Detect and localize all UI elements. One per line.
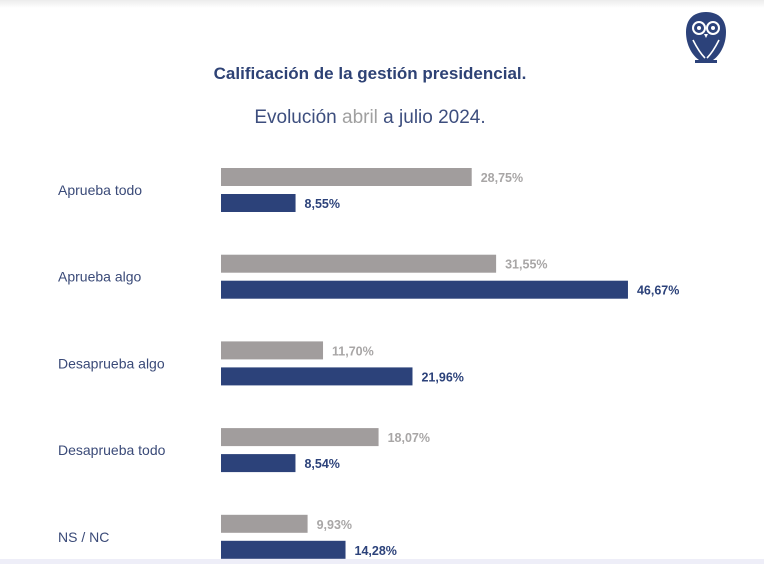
value-label-julio: 8,55% <box>305 197 340 211</box>
value-label-abril: 28,75% <box>481 171 523 185</box>
category-label: Aprueba algo <box>58 269 142 285</box>
chart-title: Calificación de la gestión presidencial. <box>213 64 527 83</box>
bar-julio <box>221 367 413 386</box>
value-label-julio: 46,67% <box>637 284 679 298</box>
top-shade <box>0 0 764 8</box>
bar-julio <box>221 280 628 299</box>
category-label: Desaprueba algo <box>58 355 165 371</box>
value-label-abril: 9,93% <box>317 518 352 532</box>
category-label: NS / NC <box>58 529 109 545</box>
subtitle-highlight: abril <box>342 107 378 128</box>
bar-abril <box>221 341 324 360</box>
value-label-julio: 14,28% <box>355 544 397 558</box>
owl-icon <box>686 12 726 63</box>
bar-julio <box>221 454 296 473</box>
subtitle-suffix: a julio 2024. <box>377 107 486 128</box>
bar-abril <box>221 168 472 186</box>
chart-subtitle: Evolución abril a julio 2024. <box>0 107 740 129</box>
value-label-abril: 31,55% <box>505 258 547 272</box>
subtitle-prefix: Evolución <box>254 107 342 128</box>
category-label: Aprueba todo <box>58 182 142 198</box>
bar-julio <box>221 540 346 559</box>
bar-julio <box>221 194 296 212</box>
bar-abril <box>221 254 497 273</box>
value-label-julio: 21,96% <box>421 370 463 384</box>
bottom-strip <box>0 559 764 564</box>
value-label-abril: 11,70% <box>332 344 374 358</box>
bar-abril <box>221 514 308 533</box>
category-label: Desaprueba todo <box>58 442 166 458</box>
bar-abril <box>221 428 379 447</box>
value-label-julio: 8,54% <box>304 457 339 471</box>
value-label-abril: 18,07% <box>388 431 430 445</box>
